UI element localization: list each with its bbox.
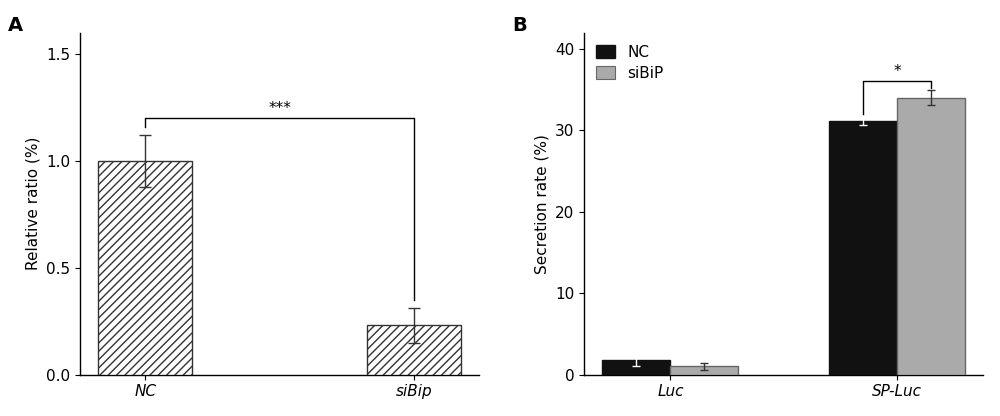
- Text: ***: ***: [268, 101, 291, 116]
- Bar: [98, 161, 192, 375]
- Y-axis label: Secretion rate (%): Secretion rate (%): [535, 134, 550, 274]
- Bar: [897, 98, 965, 375]
- Bar: [602, 360, 670, 375]
- Bar: [829, 121, 897, 375]
- Y-axis label: Relative ratio (%): Relative ratio (%): [26, 137, 41, 270]
- Legend: NC, siBiP: NC, siBiP: [592, 40, 668, 86]
- Text: *: *: [893, 64, 901, 79]
- Bar: [367, 325, 461, 375]
- Bar: [670, 366, 738, 375]
- Text: A: A: [8, 15, 23, 35]
- Text: B: B: [512, 15, 527, 35]
